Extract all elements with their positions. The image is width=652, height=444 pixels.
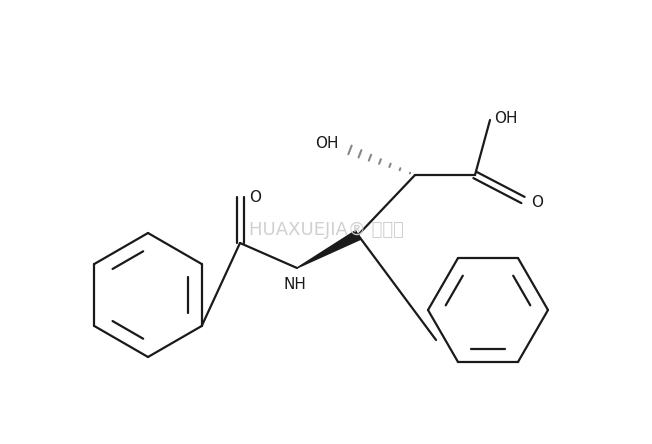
Text: HUAXUEJIA® 化学加: HUAXUEJIA® 化学加 — [248, 221, 404, 239]
Polygon shape — [297, 230, 361, 268]
Text: O: O — [531, 194, 543, 210]
Text: OH: OH — [316, 135, 339, 151]
Text: OH: OH — [494, 111, 518, 126]
Text: O: O — [249, 190, 261, 205]
Text: NH: NH — [284, 277, 306, 292]
